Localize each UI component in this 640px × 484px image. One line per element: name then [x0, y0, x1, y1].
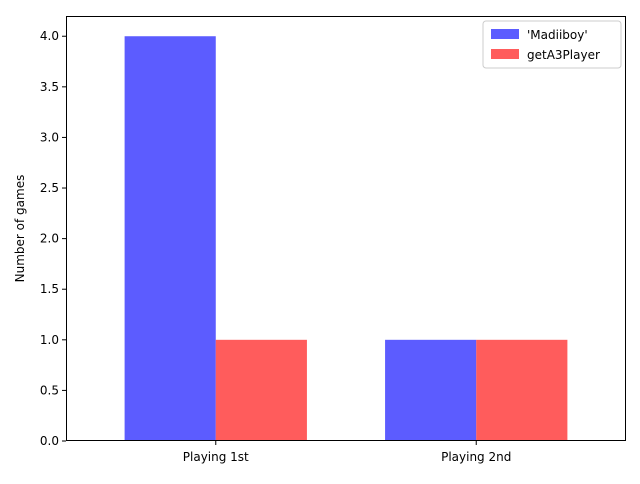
y-axis: 0.0 0.5 1.0 1.5 2.0 2.5 3.0 3.5 4.0	[40, 29, 66, 448]
legend-swatch	[491, 29, 519, 39]
legend-label: getA3Player	[527, 48, 600, 62]
y-tick-label: 1.0	[40, 333, 59, 347]
plot-frame	[66, 16, 626, 441]
y-tick-label: 0.0	[40, 434, 59, 448]
bars-layer	[124, 36, 568, 441]
y-tick-label: 1.5	[40, 282, 59, 296]
bar-series-1-0	[124, 36, 216, 441]
legend-label: 'Madiiboy'	[527, 28, 588, 42]
x-tick-label: Playing 1st	[183, 450, 249, 464]
legend: 'Madiiboy' getA3Player	[482, 20, 622, 69]
y-tick-label: 2.0	[40, 232, 59, 246]
bar-series-2-1	[476, 339, 568, 441]
y-tick-label: 4.0	[40, 29, 59, 43]
x-tick-label: Playing 2nd	[441, 450, 511, 464]
bar-series-2-0	[215, 339, 307, 441]
bar-series-1-1	[385, 339, 477, 441]
y-tick-label: 2.5	[40, 181, 59, 195]
y-tick-label: 3.0	[40, 130, 59, 144]
y-tick-label: 3.5	[40, 80, 59, 94]
x-axis: Playing 1st Playing 2nd	[183, 441, 511, 464]
legend-swatch	[491, 49, 519, 59]
y-tick-label: 0.5	[40, 383, 59, 397]
y-axis-label: Number of games	[13, 175, 27, 283]
